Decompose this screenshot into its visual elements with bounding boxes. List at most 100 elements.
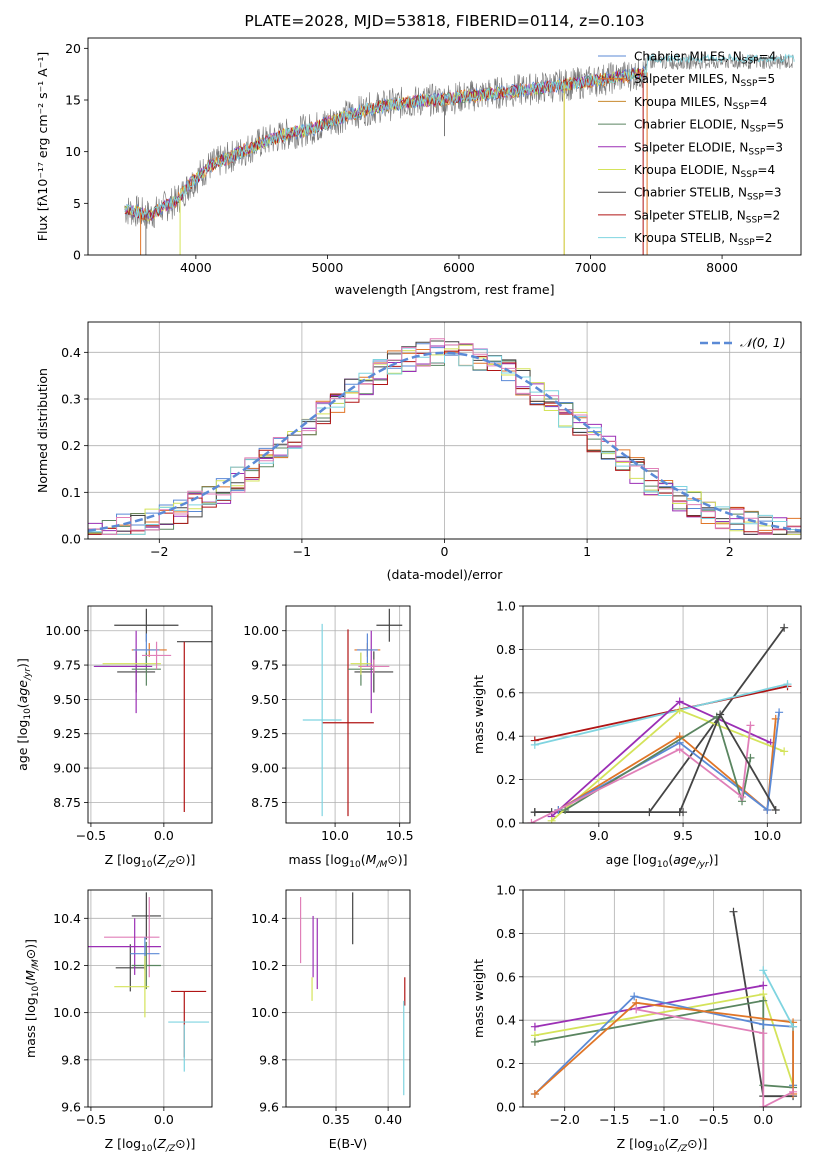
y-tick-label: 9.75	[53, 658, 81, 673]
plus-marker	[530, 1037, 539, 1046]
x-tick-label: 0.35	[322, 1112, 350, 1127]
spectrum-line	[124, 53, 795, 219]
plus-marker	[527, 819, 536, 823]
plot-area	[124, 53, 795, 255]
plus-marker	[759, 966, 768, 975]
ticks: 4000 5000 6000 7000 8000 0 5 10 15 20	[65, 41, 738, 275]
x-axis-label: mass [log10(M/M⊙)]	[289, 852, 408, 870]
plus-marker	[780, 747, 789, 756]
plus-marker	[530, 808, 539, 817]
x-tick-label: 5000	[312, 260, 344, 275]
gaussian-curve	[88, 351, 801, 533]
legend-label: Salpeter ELODIE, NSSP=3	[634, 140, 783, 157]
plot-area	[88, 338, 801, 535]
legend-label: Chabrier MILES, NSSP=4	[634, 50, 776, 67]
plus-marker	[561, 805, 570, 814]
plot-area	[530, 907, 798, 1107]
y-axis-label: Flux [fλ10⁻¹⁷ erg cm⁻² s⁻¹ A⁻¹]	[35, 52, 50, 241]
errorbar-point	[358, 659, 390, 674]
plus-marker	[746, 753, 755, 762]
x-tick-label: 10.0	[753, 828, 781, 843]
y-tick-label: 10	[65, 144, 81, 159]
legend-label: Chabrier STELIB, NSSP=3	[634, 186, 782, 203]
legend: Chabrier MILES, NSSP=4 Salpeter MILES, NS…	[598, 50, 784, 248]
y-axis-label: Normed distribution	[35, 368, 50, 493]
x-tick-label: 0.0	[154, 828, 174, 843]
x-axis-label: (data-model)/error	[387, 567, 504, 582]
axes-frame	[87, 37, 802, 256]
y-tick-label: 10.0	[251, 1005, 279, 1020]
plus-marker	[530, 1089, 539, 1098]
x-tick-label: 0.0	[753, 1112, 773, 1127]
massweight-line	[530, 725, 752, 823]
histogram-step	[88, 338, 801, 535]
x-tick-label: 0.40	[374, 1112, 402, 1127]
grid	[88, 890, 212, 1108]
errorbar-point	[115, 944, 145, 992]
x-tick-label: −0.5	[76, 828, 106, 843]
ticks: 10.0 10.5 8.75 9.00 9.25 9.50 9.75 10.00	[243, 623, 413, 843]
errorbar-point	[357, 633, 378, 667]
ticks: −2.0 −1.5 −1.0 −0.5 0.0 0.0 0.2 0.4 0.6 0.8 1.0	[496, 883, 773, 1128]
y-tick-label: 9.25	[251, 726, 279, 741]
y-tick-label: 9.00	[251, 761, 279, 776]
y-tick-label: 0.4	[61, 345, 81, 360]
massweight-line	[762, 969, 794, 1028]
ticks: 0.35 0.40 9.6 9.8 10.0 10.2 10.4	[251, 911, 402, 1127]
axes-frame	[87, 889, 213, 1108]
x-tick-label: 1	[583, 544, 591, 559]
axes-frame	[285, 605, 411, 824]
spectrum-line	[124, 53, 795, 229]
plus-marker	[771, 805, 780, 814]
plot-area	[302, 608, 403, 817]
errorbar-point	[302, 623, 342, 817]
x-tick-label: 7000	[575, 260, 607, 275]
errorbar-point	[141, 641, 172, 670]
y-tick-label: 0.6	[496, 969, 516, 984]
y-axis-label: age [log10(age/yr)]	[15, 658, 33, 771]
y-tick-label: 10.4	[53, 911, 81, 926]
plus-marker	[729, 907, 738, 916]
y-tick-label: 10.0	[53, 1005, 81, 1020]
massweight-line	[678, 712, 777, 813]
plus-marker	[675, 745, 684, 754]
y-tick-label: 8.75	[53, 795, 81, 810]
x-tick-label: 2	[726, 544, 734, 559]
y-tick-label: 1.0	[496, 883, 516, 898]
plot-area	[93, 608, 212, 813]
figure-title: PLATE=2028, MJD=53818, FIBERID=0114, z=0…	[244, 12, 645, 30]
plot-area	[299, 892, 406, 1096]
y-tick-label: 20	[65, 41, 81, 56]
plus-marker	[738, 792, 747, 801]
axes-frame	[522, 889, 802, 1108]
plus-marker	[630, 992, 639, 1001]
errorbar-point	[131, 941, 161, 990]
y-tick-label: 9.25	[53, 726, 81, 741]
y-tick-label: 1.0	[496, 599, 516, 614]
y-tick-label: 10.00	[243, 623, 279, 638]
grid	[88, 606, 212, 823]
x-tick-label: −1.0	[649, 1112, 679, 1127]
x-tick-label: 9.0	[589, 828, 609, 843]
massweight-vs-metallicity-panel: −2.0 −1.5 −1.0 −0.5 0.0 0.0 0.2 0.4 0.6 0.8 1.0 Z […	[471, 883, 802, 1154]
x-tick-label: 4000	[180, 260, 212, 275]
age-vs-metallicity-panel: −0.5 0.0 8.75 9.00 9.25 9.50 9.75 10.00 Z [log10…	[15, 605, 213, 870]
errorbar-point	[131, 892, 161, 940]
x-tick-label: −1	[293, 544, 311, 559]
y-tick-label: 0.2	[496, 1056, 516, 1071]
x-tick-label: −0.5	[76, 1112, 106, 1127]
y-tick-label: 0.1	[61, 485, 81, 500]
ticks: −0.5 0.0 8.75 9.00 9.25 9.50 9.75 10.00	[45, 623, 174, 843]
y-tick-label: 9.75	[251, 658, 279, 673]
y-tick-label: 0.6	[496, 685, 516, 700]
plus-marker	[759, 1020, 768, 1029]
y-tick-label: 0.4	[496, 729, 516, 744]
x-axis-label: wavelength [Angstrom, rest frame]	[334, 282, 554, 297]
plus-marker	[780, 623, 789, 632]
y-tick-label: 9.6	[61, 1100, 81, 1115]
massweight-vs-age-panel: 9.0 9.5 10.0 0.0 0.2 0.4 0.6 0.8 1.0 age [log10(a…	[471, 599, 802, 870]
errorbar-point	[350, 652, 372, 675]
massweight-line	[534, 984, 764, 1028]
legend-label: Chabrier ELODIE, NSSP=5	[634, 118, 784, 135]
legend-label: Kroupa MILES, NSSP=4	[634, 95, 767, 112]
